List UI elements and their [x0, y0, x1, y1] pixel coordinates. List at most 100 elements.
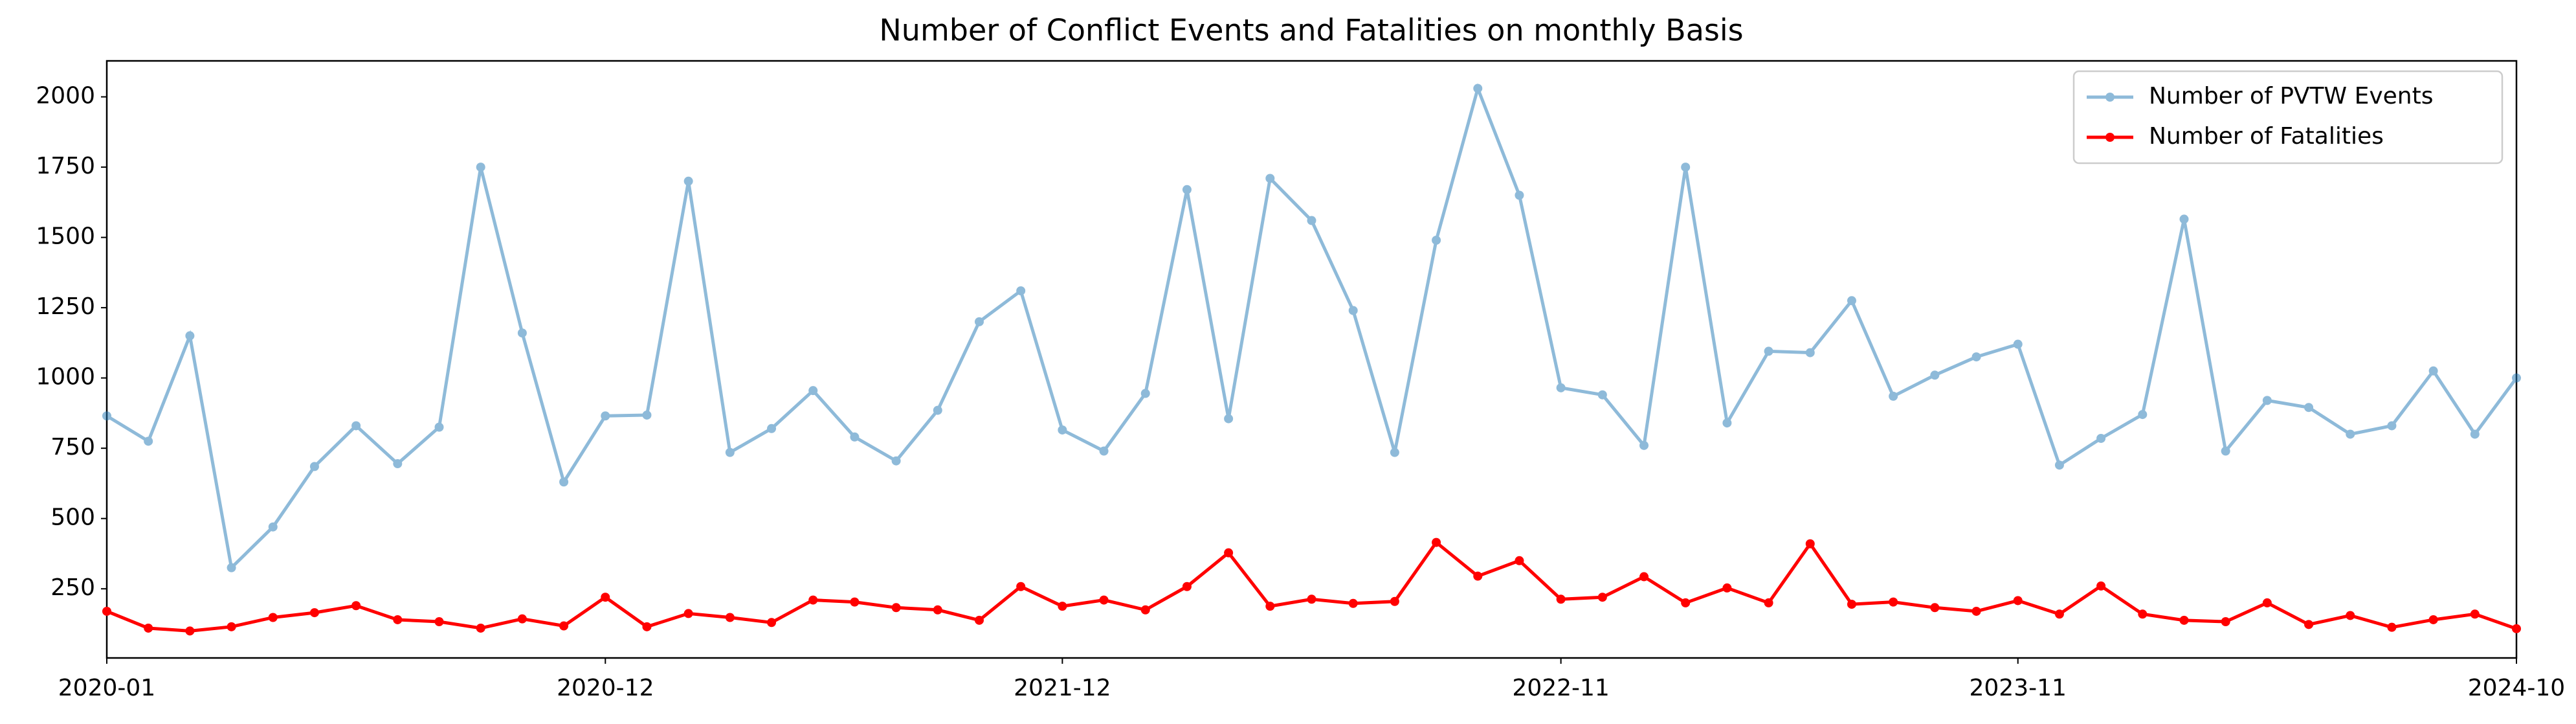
point — [2470, 609, 2480, 619]
point — [1971, 352, 1981, 362]
point — [2387, 421, 2397, 431]
point — [227, 563, 236, 572]
point — [974, 615, 984, 625]
point — [933, 605, 942, 615]
point — [1224, 548, 1234, 558]
y-tick-label: 1250 — [36, 293, 95, 320]
point — [1681, 163, 1691, 172]
point — [1348, 598, 1358, 608]
point — [559, 477, 569, 487]
point — [1016, 286, 1026, 296]
point — [185, 626, 195, 636]
point — [1140, 605, 1150, 615]
point — [393, 459, 403, 469]
point — [1224, 414, 1234, 424]
point — [1182, 582, 1192, 591]
point — [517, 328, 527, 338]
point — [144, 436, 153, 446]
point — [227, 622, 236, 631]
point — [1597, 593, 1607, 602]
point — [268, 613, 278, 622]
series — [102, 537, 2521, 636]
x-tick-label: 2022-11 — [1512, 675, 1609, 701]
point — [1889, 597, 1898, 607]
point — [1099, 595, 1109, 605]
point — [1058, 425, 1067, 435]
point — [891, 603, 901, 613]
x-tick-label: 2024-10 — [2468, 675, 2565, 701]
point — [1432, 235, 1441, 245]
series-line — [106, 539, 2517, 633]
point — [1307, 594, 1316, 604]
point — [933, 405, 942, 415]
point — [476, 623, 485, 633]
point — [2346, 611, 2355, 620]
point — [1348, 306, 1358, 315]
point — [1805, 539, 1815, 549]
point — [601, 593, 610, 602]
point — [559, 621, 569, 631]
x-tick-label: 2021-12 — [1014, 675, 1111, 701]
point — [1639, 572, 1649, 582]
point — [1515, 190, 1524, 200]
point — [974, 317, 984, 326]
y-tick-label: 250 — [50, 574, 95, 601]
y-tick-label: 500 — [50, 504, 95, 531]
point — [1971, 606, 1981, 616]
point — [850, 597, 860, 607]
x-tick-label: 2023-11 — [1970, 675, 2067, 701]
point — [1805, 348, 1815, 357]
point — [2096, 581, 2106, 591]
point — [2179, 214, 2189, 224]
point — [808, 386, 818, 396]
point — [1390, 596, 1399, 606]
point — [2262, 598, 2272, 607]
point — [1016, 582, 1026, 591]
point — [1639, 440, 1649, 450]
legend-key — [2087, 93, 2133, 102]
point — [1473, 571, 1483, 581]
point — [1722, 418, 1732, 428]
legend-label: Number of PVTW Events — [2149, 83, 2433, 109]
point — [2013, 339, 2023, 349]
point — [517, 614, 527, 624]
point — [1764, 346, 1773, 356]
point — [2179, 615, 2189, 625]
point — [1182, 185, 1192, 194]
chart-title: Number of Conflict Events and Fatalities… — [879, 13, 1743, 48]
y-tick-label: 2000 — [36, 83, 95, 109]
y-tick-label: 1000 — [36, 364, 95, 390]
point — [2512, 373, 2521, 383]
legend-key — [2087, 133, 2133, 142]
point — [808, 595, 818, 605]
point — [1058, 602, 1067, 611]
point — [725, 447, 735, 457]
point — [2304, 403, 2314, 413]
point — [601, 411, 610, 421]
point — [1265, 174, 1275, 183]
point — [2387, 622, 2397, 632]
point — [393, 615, 403, 624]
point — [1307, 216, 1316, 225]
point — [1930, 603, 1940, 613]
point — [102, 606, 111, 616]
point — [1432, 537, 1441, 547]
point — [2054, 460, 2064, 470]
point — [1597, 390, 1607, 400]
point — [476, 163, 485, 172]
point — [434, 617, 444, 627]
point — [683, 176, 693, 186]
point — [1930, 370, 1940, 380]
point — [144, 623, 153, 633]
point — [2138, 609, 2148, 619]
point — [2054, 609, 2064, 619]
point — [1473, 84, 1483, 93]
point — [683, 609, 693, 618]
point — [1515, 556, 1524, 565]
x-tick-label: 2020-12 — [557, 675, 654, 701]
point — [2428, 366, 2438, 376]
plot-frame — [105, 60, 2518, 659]
point — [850, 432, 860, 442]
point — [185, 331, 195, 341]
point — [434, 422, 444, 432]
